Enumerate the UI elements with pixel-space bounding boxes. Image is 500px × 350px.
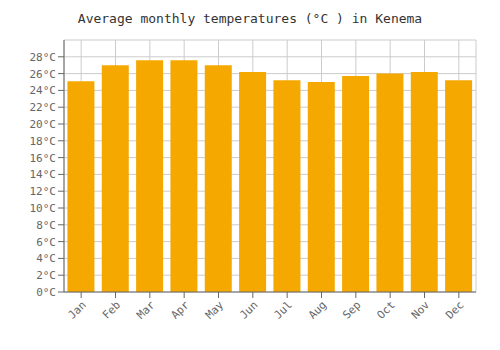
svg-text:16°C: 16°C [30,152,57,165]
svg-text:2°C: 2°C [36,269,56,282]
svg-text:Jun: Jun [237,298,260,321]
svg-text:8°C: 8°C [36,219,56,232]
svg-text:24°C: 24°C [30,84,57,97]
svg-text:20°C: 20°C [30,118,57,131]
svg-text:4°C: 4°C [36,252,56,265]
svg-text:10°C: 10°C [30,202,57,215]
svg-text:Jan: Jan [66,298,89,321]
svg-text:May: May [203,298,227,322]
svg-text:0°C: 0°C [36,286,56,299]
svg-text:Aug: Aug [306,298,329,321]
svg-text:28°C: 28°C [30,51,57,64]
svg-text:Sep: Sep [340,298,363,321]
html-text:Average monthly temperatures (: Average monthly temperatures (°C ) in Ke… [77,11,423,26]
svg-text:Oct: Oct [375,298,398,321]
svg-text:Feb: Feb [100,298,123,321]
svg-text:Jul: Jul [272,298,295,321]
svg-text:22°C: 22°C [30,101,57,114]
svg-text:6°C: 6°C [36,236,56,249]
svg-text:Nov: Nov [409,298,433,322]
svg-text:Mar: Mar [134,298,158,322]
svg-text:14°C: 14°C [30,168,57,181]
svg-text:26°C: 26°C [30,68,57,81]
svg-text:Dec: Dec [443,298,466,321]
svg-text:12°C: 12°C [30,185,57,198]
svg-text:Apr: Apr [169,298,193,322]
svg-text:18°C: 18°C [30,135,57,148]
